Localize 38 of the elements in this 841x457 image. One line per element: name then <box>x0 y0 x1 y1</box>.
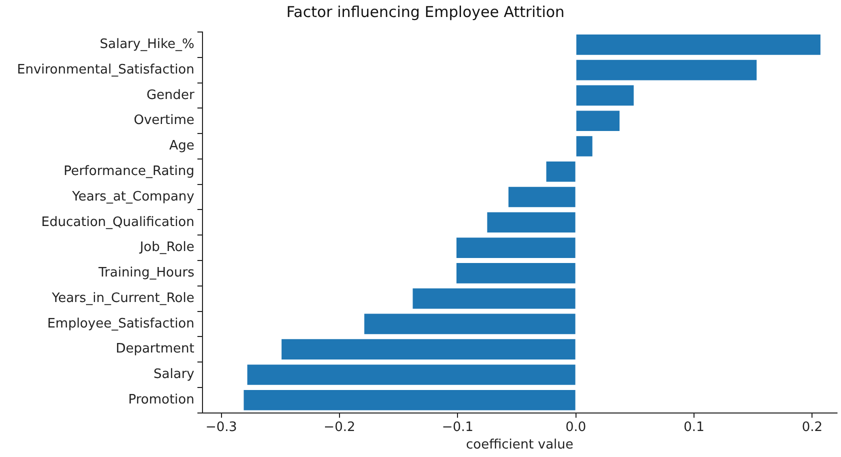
bar <box>282 339 576 360</box>
bar <box>456 263 576 284</box>
bar <box>576 85 634 106</box>
y-tick-label: Performance_Rating <box>64 164 194 179</box>
x-tick-label: −0.3 <box>206 420 238 435</box>
y-tick-label: Overtime <box>134 113 194 128</box>
chart-title: Factor influencing Employee Attrition <box>286 2 565 21</box>
x-tick-label: −0.1 <box>442 420 474 435</box>
y-tick-label: Gender <box>146 88 196 103</box>
bar <box>576 34 820 55</box>
x-tick-label: 0.1 <box>684 420 704 435</box>
x-tick-label: 0.0 <box>565 420 586 435</box>
bar <box>576 136 592 156</box>
y-tick-label: Promotion <box>128 392 194 408</box>
y-tick-label: Years_at_Company <box>71 189 195 204</box>
bar <box>487 212 576 233</box>
y-tick-label: Training_Hours <box>97 266 195 281</box>
y-tick-label: Department <box>116 342 194 357</box>
bar <box>412 288 576 309</box>
x-tick-label: −0.2 <box>324 420 356 435</box>
y-tick-label: Job_Role <box>138 240 194 256</box>
y-tick-label: Salary <box>154 367 195 382</box>
bar <box>576 60 757 80</box>
y-tick-label: Age <box>169 138 194 154</box>
bar <box>364 314 576 334</box>
bar <box>244 390 576 410</box>
bar <box>546 161 576 182</box>
bar <box>456 238 576 258</box>
y-tick-label: Years_in_Current_Role <box>50 290 194 306</box>
x-axis-title: coefficient value <box>466 438 574 453</box>
y-tick-label: Environmental_Satisfaction <box>16 62 194 78</box>
y-tick-label: Employee_Satisfaction <box>47 316 194 332</box>
y-tick-label: Education_Qualification <box>41 214 194 230</box>
bar <box>576 110 620 132</box>
y-tick-label: Salary_Hike_% <box>100 37 194 52</box>
bar <box>508 186 576 208</box>
x-tick-label: 0.2 <box>802 420 823 435</box>
bar <box>247 364 576 385</box>
